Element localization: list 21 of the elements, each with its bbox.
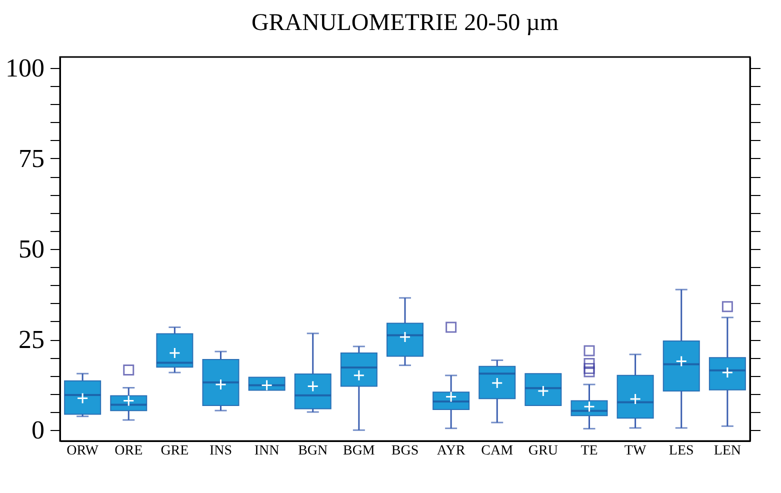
x-tick-label: LES [668, 444, 694, 458]
x-tick-label: GRU [528, 444, 558, 458]
y-tick-label: 75 [18, 144, 44, 173]
y-tick-label: 25 [18, 325, 44, 354]
chart-title: GRANULOMETRIE 20-50 µm [251, 10, 559, 36]
x-tick-label: TE [580, 444, 598, 458]
x-tick-label: BGS [391, 444, 419, 458]
x-tick-label: ORE [114, 444, 143, 458]
x-tick-label: TW [624, 444, 647, 458]
y-tick-label: 0 [32, 416, 44, 445]
x-tick-label: ORW [66, 444, 100, 458]
x-tick-label: BGM [342, 444, 376, 458]
y-tick-label: 100 [6, 53, 44, 82]
y-tick-label: 50 [18, 234, 44, 264]
x-tick-label: BGN [298, 444, 328, 458]
x-tick-label: CAM [481, 444, 514, 458]
x-tick-label: INS [209, 444, 232, 458]
x-tick-label: LEN [714, 444, 742, 458]
x-tick-label: INN [254, 444, 280, 458]
x-tick-label: GRE [160, 444, 189, 458]
x-tick-label: AYR [436, 444, 466, 458]
